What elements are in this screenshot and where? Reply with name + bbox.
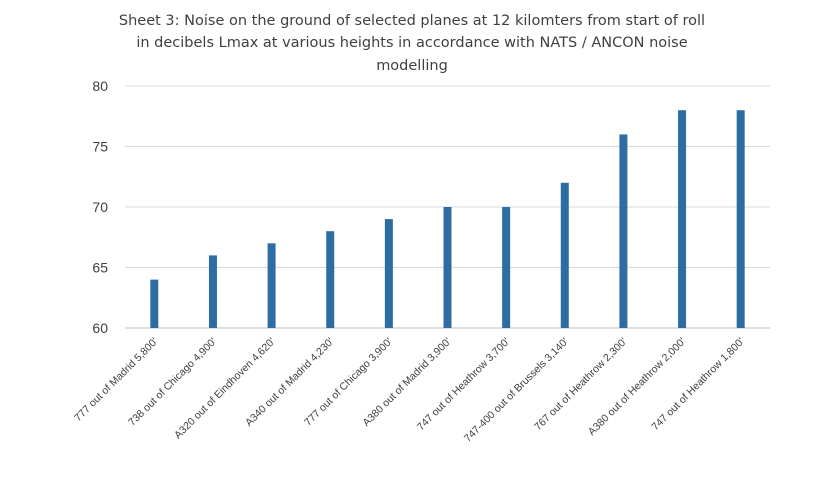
y-tick-label: 65 <box>92 260 108 276</box>
bar <box>619 134 628 328</box>
bar <box>267 243 276 328</box>
bar <box>326 231 335 328</box>
bar <box>150 279 159 328</box>
chart-title-line-2: in decibels Lmax at various heights in a… <box>136 35 688 51</box>
x-tick-label: A380 out of Heathrow 2,000' <box>586 336 688 438</box>
y-tick-label: 75 <box>92 139 108 155</box>
bar <box>736 110 745 328</box>
bar <box>560 182 569 328</box>
y-tick-label: 80 <box>92 78 108 94</box>
chart-title-line-3: modelling <box>376 58 448 74</box>
y-tick-label: 60 <box>92 320 108 336</box>
bar <box>384 219 393 328</box>
bar <box>208 255 217 328</box>
x-tick-label: A320 out of Eindhoven 4,620' <box>172 336 278 442</box>
x-tick-label: 747-400 out of Brussels 3,140' <box>462 336 571 445</box>
bar <box>502 207 511 328</box>
bar <box>443 207 452 328</box>
bar <box>678 110 687 328</box>
y-tick-label: 70 <box>92 199 108 215</box>
chart-title-line-1: Sheet 3: Noise on the ground of selected… <box>118 13 706 29</box>
